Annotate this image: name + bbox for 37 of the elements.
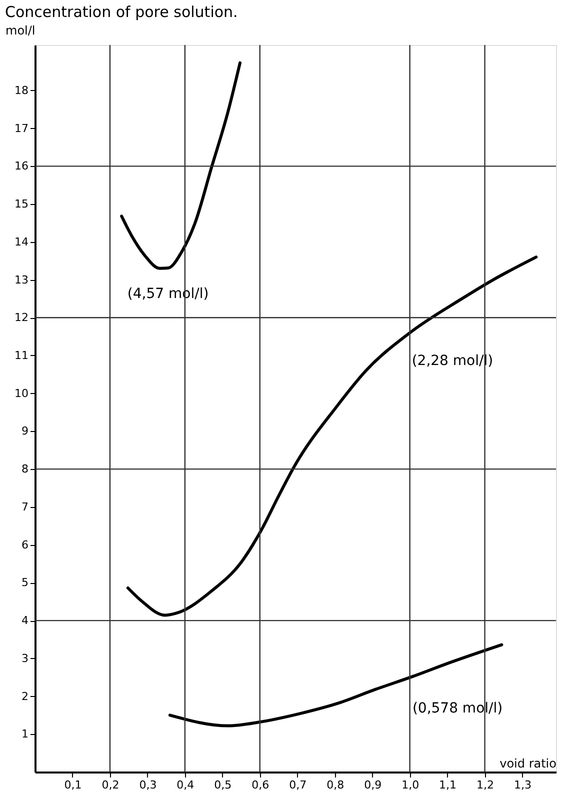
x-tick-label: 0,9 [364,778,382,792]
y-tick-label: 2 [22,690,28,703]
line-series [168,643,504,728]
y-tick-label: 6 [22,538,28,552]
x-tick-label: 0,5 [214,778,232,792]
y-tick-label: 12 [14,311,28,324]
x-tick-label: 0,4 [176,778,194,792]
y-tick-label: 10 [14,386,28,400]
x-tick-label: 1,2 [476,778,494,792]
y-tick-label: 8 [22,462,28,476]
line-series [126,256,538,617]
x-tick-label: 0,3 [139,778,157,792]
y-tick-label: 14 [14,235,28,248]
chart-title: Concentration of pore solution. [5,3,238,21]
y-tick-label: 9 [22,424,28,438]
x-tick-label: 0,8 [326,778,344,792]
line-series [120,61,242,270]
y-axis-title: mol/l [6,24,36,38]
x-tick-label: 0,6 [252,778,270,792]
y-tick-label: 17 [14,122,28,135]
x-tick-label: 0,1 [64,778,82,792]
x-tick-label: 1,0 [402,778,420,792]
y-tick-label: 11 [14,348,28,362]
x-tick-label: 1,3 [514,778,532,792]
y-tick-label: 5 [22,576,28,590]
y-tick-label: 4 [22,614,28,628]
y-tick-label: 18 [14,84,28,97]
y-tick-label: 3 [22,652,28,665]
x-tick-label: 0,7 [289,778,307,792]
y-tick-label: 16 [14,160,28,173]
y-tick-label: 1 [22,728,28,741]
x-axis-title: void ratio [500,756,556,770]
y-tick-label: 13 [14,273,28,286]
y-tick-label: 7 [22,500,28,514]
x-tick-label: 0,2 [102,778,120,792]
y-tick-label: 15 [14,198,28,211]
x-tick-label: 1,1 [439,778,457,792]
